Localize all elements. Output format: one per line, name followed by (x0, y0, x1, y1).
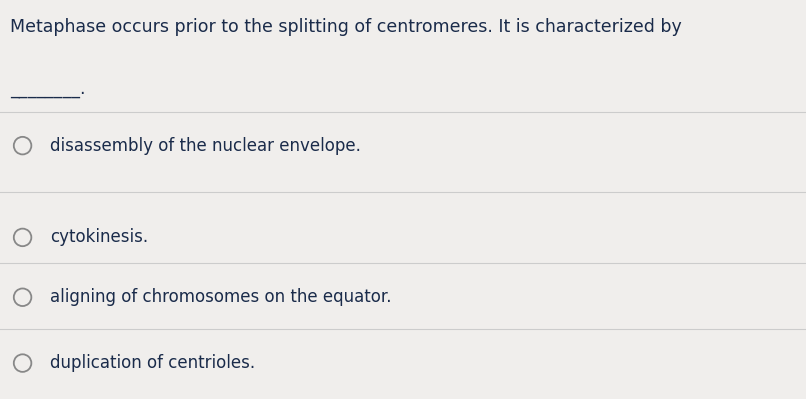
Text: disassembly of the nuclear envelope.: disassembly of the nuclear envelope. (50, 136, 361, 155)
Text: aligning of chromosomes on the equator.: aligning of chromosomes on the equator. (50, 288, 392, 306)
Text: Metaphase occurs prior to the splitting of centromeres. It is characterized by: Metaphase occurs prior to the splitting … (10, 18, 681, 36)
Text: duplication of centrioles.: duplication of centrioles. (50, 354, 255, 372)
Text: ________.: ________. (10, 80, 85, 98)
Text: cytokinesis.: cytokinesis. (50, 228, 148, 247)
